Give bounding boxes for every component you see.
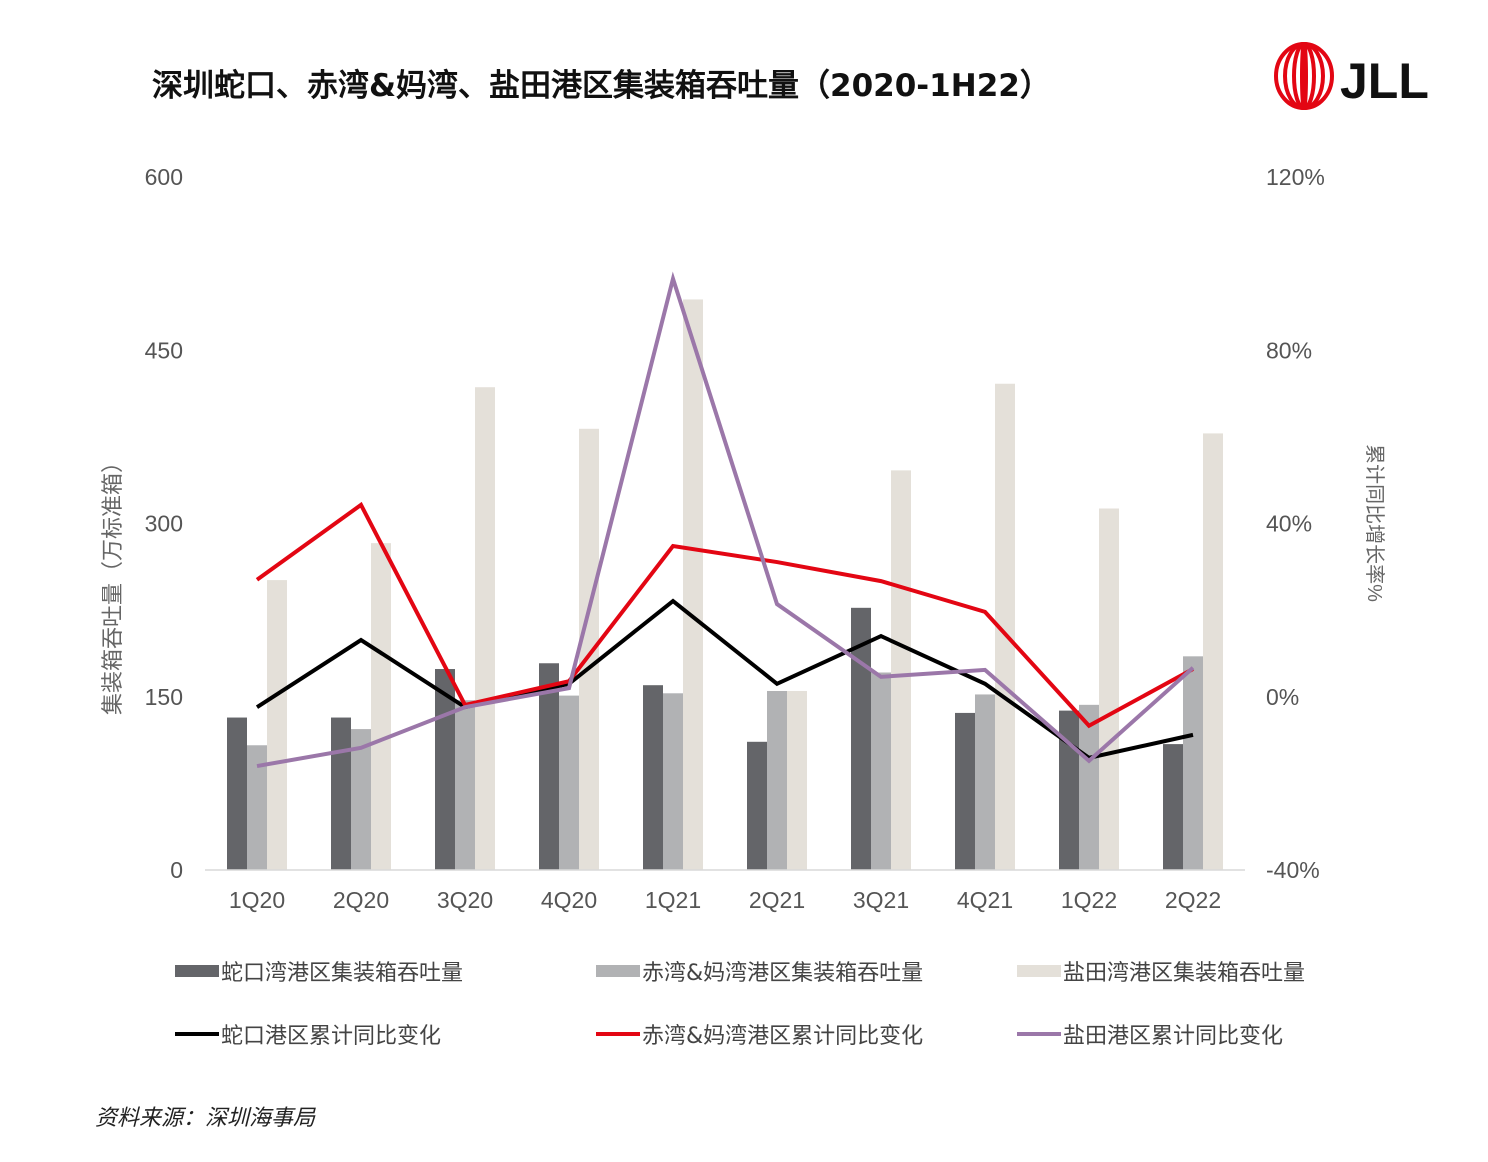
x-tick-label: 1Q20 [229,887,285,913]
y2-tick-label: -40% [1266,857,1320,883]
legend-label: 赤湾&妈湾港区累计同比变化 [642,1024,924,1049]
y2-axis-label: 累计同比增长率% [1363,444,1386,602]
legend-swatch [1017,965,1061,977]
legend-item-bar-1: 蛇口湾港区集装箱吞吐量 [175,955,463,987]
bar-series3-2Q22 [1203,433,1223,870]
legend-item-line-3: 盐田港区累计同比变化 [1017,1018,1283,1050]
legend-swatch [596,1032,640,1036]
combo-chart: 0 150 300 450 600 -40% 0% 40% 80% 120% 1Q20 2Q20 3… [100,164,1386,913]
bar-series2-3Q20 [455,700,475,870]
legend-label: 盐田港区累计同比变化 [1063,1024,1284,1049]
bar-series3-3Q20 [475,387,495,870]
legend-item-bar-2: 赤湾&妈湾港区集装箱吞吐量 [596,955,923,987]
y-axis-label: 集装箱吞吐量（万标准箱） [100,451,125,715]
bar-series1-3Q20 [435,669,455,870]
legend-label: 蛇口港区累计同比变化 [221,1024,442,1049]
bar-series2-2Q21 [767,690,787,870]
bar-series3-1Q21 [683,299,703,870]
bar-series3-4Q21 [995,383,1015,870]
bar-series1-2Q22 [1163,744,1183,870]
line-series-1 [255,598,1194,760]
bar-series2-2Q22 [1183,656,1203,870]
legend-label: 盐田湾港区集装箱吞吐量 [1063,961,1306,986]
line-series-3 [256,271,1195,769]
bar-series1-3Q21 [851,607,871,870]
svg-text:JLL: JLL [1340,53,1429,109]
source-note: 资料来源：深圳海事局 [95,1106,316,1131]
bar-series3-2Q21 [787,690,807,870]
y2-tick-label: 0% [1266,684,1299,710]
bar-series2-4Q20 [559,695,579,870]
x-tick-label: 2Q20 [333,887,389,913]
legend-swatch [596,965,640,977]
y-tick-label: 600 [145,164,183,190]
legend-swatch [1017,1032,1061,1036]
bar-series1-1Q20 [227,717,247,870]
y2-tick-label: 120% [1266,164,1325,190]
bar-series3-1Q22 [1099,508,1119,870]
bar-series1-1Q21 [643,685,663,870]
y-tick-label: 150 [145,684,183,710]
bar-series3-1Q20 [267,580,287,870]
line-series-2 [255,501,1194,729]
x-tick-label: 4Q20 [541,887,597,913]
x-tick-label: 2Q22 [1165,887,1221,913]
legend-swatch [175,965,219,977]
bar-series2-1Q22 [1079,704,1099,870]
legend-item-bar-3: 盐田湾港区集装箱吞吐量 [1017,955,1305,987]
bar-series1-4Q20 [539,663,559,870]
chart-title: 深圳蛇口、赤湾&妈湾、盐田港区集装箱吞吐量（2020-1H22） [152,68,1051,104]
x-tick-label: 3Q20 [437,887,493,913]
legend-item-line-2: 赤湾&妈湾港区累计同比变化 [596,1018,923,1050]
bar-series3-4Q20 [579,428,599,870]
bar-series2-3Q21 [871,672,891,870]
bar-series2-1Q20 [247,745,267,870]
legend-swatch [175,1032,219,1036]
legend-label: 赤湾&妈湾港区集装箱吞吐量 [642,961,924,986]
bar-series3-2Q20 [371,543,391,870]
y-tick-label: 300 [145,511,183,537]
bar-series2-2Q20 [351,729,371,870]
x-tick-label: 2Q21 [749,887,805,913]
y2-tick-label: 40% [1266,511,1312,537]
x-tick-label: 3Q21 [853,887,909,913]
bar-series1-1Q22 [1059,710,1079,870]
x-tick-label: 1Q22 [1061,887,1117,913]
x-tick-label: 4Q21 [957,887,1013,913]
jll-logo: JLL [1272,40,1437,119]
y2-tick-label: 80% [1266,337,1312,363]
bar-series2-4Q21 [975,694,995,870]
legend-item-line-1: 蛇口港区累计同比变化 [175,1018,441,1050]
bar-series1-2Q21 [747,741,767,870]
y-tick-label: 450 [145,337,183,363]
bar-series1-4Q21 [955,712,975,870]
legend-label: 蛇口湾港区集装箱吞吐量 [221,961,464,986]
bar-series2-1Q21 [663,693,683,870]
bar-series1-2Q20 [331,717,351,870]
x-tick-label: 1Q21 [645,887,701,913]
y-tick-label: 0 [170,857,183,883]
bar-series3-3Q21 [891,470,911,870]
